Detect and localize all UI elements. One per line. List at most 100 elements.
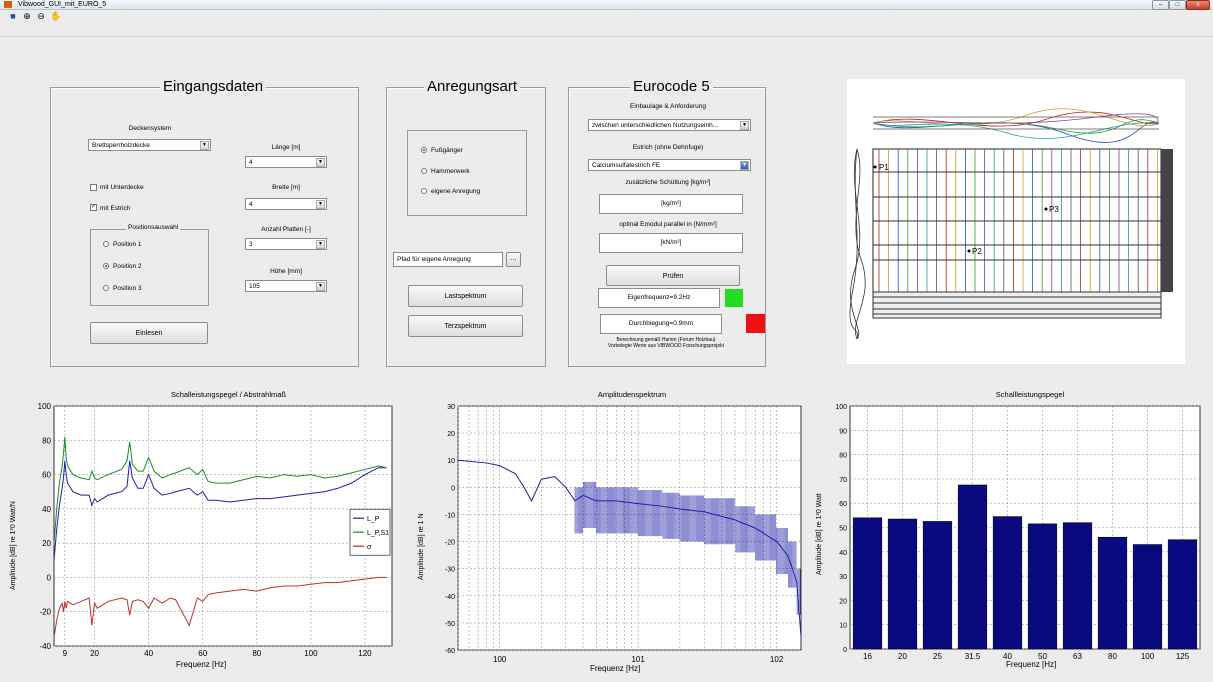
chart2-ytick-label: 0	[451, 485, 455, 492]
chart1-legend-entry: L_P	[367, 516, 380, 523]
chart1-ytick-label: 20	[42, 539, 51, 548]
lastspektrum-button[interactable]: Lastspektrum	[408, 285, 523, 307]
chart3-ytick-label: 10	[839, 623, 847, 630]
chart1-legend-entry: L_P,S1	[367, 530, 389, 537]
chart2-ytick-label: -40	[445, 594, 455, 601]
laenge-label: Länge [m]	[271, 144, 301, 151]
zoom-in-icon[interactable]: ⊕	[23, 11, 31, 21]
chart2-ytick-label: 30	[447, 404, 455, 411]
breite-label: Breite [m]	[272, 184, 300, 191]
pan-hand-icon[interactable]: ✋	[50, 11, 62, 21]
position-3-label: Position 3	[113, 285, 142, 292]
toolbar-divider	[0, 36, 1213, 37]
chart1-xtick-label: 100	[304, 649, 318, 658]
chart3-ytick-label: 20	[839, 598, 847, 605]
chart3-ytick-label: 70	[839, 477, 847, 484]
chart2-ytick-label: -60	[445, 648, 455, 655]
emodul-label: optinal Emodul parallel in [N/mm²]	[619, 221, 717, 228]
laenge-select[interactable]: 4 ▼	[245, 156, 327, 168]
close-icon[interactable]: x	[1186, 0, 1210, 10]
eingangsdaten-title: Eingangsdaten	[160, 79, 267, 95]
chart1-series-line	[53, 436, 387, 544]
chart3-bar	[887, 518, 918, 650]
chart3-ytick-label: 30	[839, 574, 847, 581]
einlesen-button[interactable]: Einlesen	[90, 322, 208, 344]
chart3-xtick-label: 16	[863, 652, 872, 660]
deckensystem-label: Deckensystem	[128, 125, 172, 132]
chart3-bar	[852, 517, 883, 650]
einbaulage-value: zwischen unterschiedlichen Nutzungseinh.…	[592, 122, 719, 129]
chart3-xtick-label: 25	[933, 652, 942, 660]
eigene-anregung-radio[interactable]	[421, 188, 427, 194]
unterdecke-label: mit Unterdecke	[100, 184, 144, 191]
chart3-ytick-label: 50	[839, 526, 847, 533]
save-icon[interactable]: ■	[10, 11, 16, 21]
chart3-bar	[922, 521, 953, 650]
maximize-icon[interactable]: □	[1169, 0, 1186, 10]
chart1-legend-entry: σ	[367, 544, 372, 551]
anregung-options-group	[407, 130, 527, 216]
terzspektrum-button[interactable]: Terzspektrum	[408, 315, 523, 337]
position-2-label: Position 2	[113, 263, 142, 270]
pruefen-button[interactable]: Prüfen	[606, 265, 740, 286]
chart3-svg: 0 10 20 30 40 50 60 70 80 90 100 16 20 25 31.5 40 50 63 80…	[835, 404, 1201, 660]
chart1-xtick-label: 20	[90, 649, 99, 658]
eigenfrequenz-status-indicator	[725, 289, 743, 307]
pfad-input[interactable]: Pfad für eigene Anregung	[393, 252, 503, 267]
chart2-ytick-label: 10	[447, 458, 455, 465]
chart1-xtick-label: 120	[358, 649, 372, 658]
anregungsart-title: Anregungsart	[424, 79, 521, 95]
unterdecke-checkbox[interactable]	[90, 184, 97, 191]
chart3-bar	[1097, 536, 1128, 650]
hoehe-select[interactable]: 105 ▼	[245, 280, 327, 292]
chart3-xtick-label: 40	[1003, 652, 1012, 660]
chart3-title: Schallleistungspegel	[995, 390, 1065, 399]
platten-select[interactable]: 3 ▼	[245, 238, 327, 250]
mode-shapes-left	[849, 148, 866, 340]
position-3-radio[interactable]	[103, 285, 109, 291]
laenge-value: 4	[249, 159, 253, 166]
chart1-ylabel: Amplitude [dB] re 1²0 Watt/N	[10, 501, 17, 590]
deckensystem-select[interactable]: Brettsperrholzdecke ▼	[88, 139, 211, 151]
position-2-radio[interactable]	[103, 263, 109, 269]
chart3-bar	[1027, 523, 1058, 650]
chart1-title: Schalleistungspegel / Abstrahlmaß	[170, 390, 287, 399]
chart3-xtick-label: 31.5	[965, 652, 981, 660]
chart2-xtick-label: 101	[631, 655, 645, 664]
position-1-label: Position 1	[113, 241, 142, 248]
fussgaenger-radio[interactable]	[421, 147, 427, 153]
einbaulage-select[interactable]: zwischen unterschiedlichen Nutzungseinh.…	[588, 119, 751, 131]
chart1-ytick-label: -40	[39, 642, 51, 651]
estrich-checkbox[interactable]: ✓	[90, 204, 97, 211]
minimize-icon[interactable]: –	[1152, 0, 1169, 10]
mode-shapes-top	[872, 108, 1160, 143]
chart2-svg: -60 -50 -40 -30 -20 -10 0 10 20 30 100 101 102	[445, 404, 802, 664]
breite-select[interactable]: 4 ▼	[245, 198, 327, 210]
chart2-ylabel: Amplitude [dB] re 1 N	[418, 513, 425, 580]
hoehe-label: Höhe [mm]	[270, 268, 302, 275]
chart1-series-line	[53, 576, 387, 638]
chart1-series-line	[53, 460, 387, 561]
position-1-radio[interactable]	[103, 241, 109, 247]
chart1-xtick-label: 9	[63, 649, 68, 658]
estrich-type-select[interactable]: Calciumsulfatestrich FE ▼	[588, 159, 751, 171]
chart3-ytick-label: 60	[839, 501, 847, 508]
chart3-bar	[1132, 544, 1163, 650]
window-title: Vibwood_GUI_mit_EURO_5	[18, 1, 107, 8]
chevron-down-icon: ▼	[740, 121, 749, 130]
chart3-xtick-label: 63	[1073, 652, 1082, 660]
deckensystem-value: Brettsperrholzdecke	[92, 142, 150, 149]
chart2-xtick-label: 100	[493, 655, 507, 664]
schuettung-input[interactable]: [kg/m²]	[599, 194, 743, 214]
zoom-out-icon[interactable]: ⊖	[37, 11, 45, 21]
floorplan-svg: P1 P2 P3	[849, 108, 1173, 340]
durchbiegung-status-indicator	[746, 314, 765, 333]
browse-button[interactable]: ...	[506, 252, 521, 267]
emodul-input[interactable]: [kN/m²]	[599, 233, 743, 253]
point-p3-marker	[1044, 207, 1048, 211]
hammerwerk-radio[interactable]	[421, 168, 427, 174]
chart2-xlabel: Frequenz [Hz]	[590, 664, 641, 673]
point-p2-marker	[967, 249, 971, 253]
fussgaenger-label: Fußgänger	[431, 147, 463, 154]
chart3-bar	[1167, 539, 1198, 650]
